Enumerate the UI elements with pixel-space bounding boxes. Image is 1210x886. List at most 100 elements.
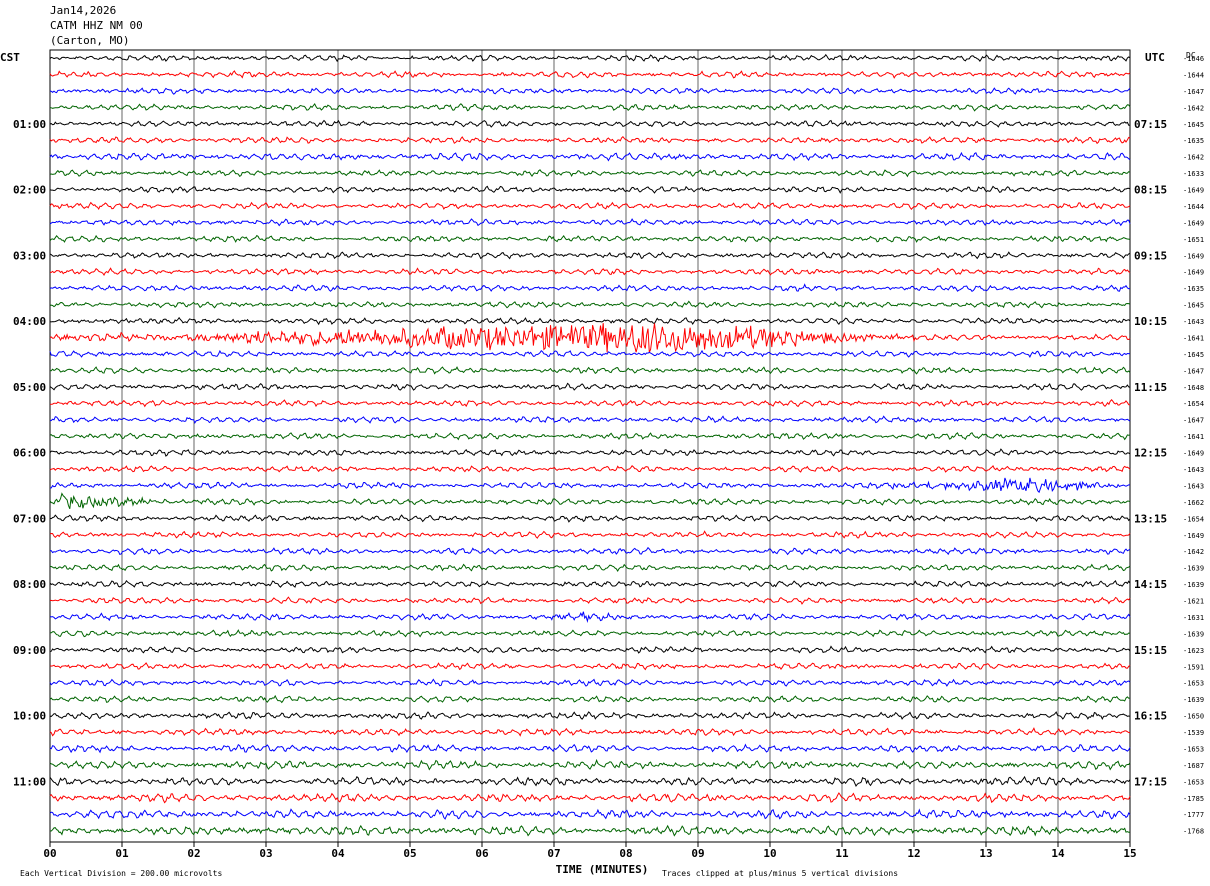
- dc-offset-label: -1785: [1183, 795, 1204, 803]
- trace-row-43: [49, 758, 1131, 771]
- left-hour-label: 05:00: [13, 381, 46, 394]
- dc-offset-label: -1646: [1183, 55, 1204, 63]
- dc-offset-label: -1635: [1183, 137, 1204, 145]
- right-hour-label: 17:15: [1134, 775, 1167, 788]
- x-tick-label: 13: [979, 847, 992, 860]
- left-timezone-label: CST: [0, 51, 20, 64]
- dc-offset-label: -1633: [1183, 170, 1204, 178]
- trace-row-26: [49, 477, 1130, 494]
- dc-offset-label: -1651: [1183, 236, 1204, 244]
- trace-row-38: [49, 678, 1131, 687]
- x-tick-label: 10: [763, 847, 776, 860]
- dc-offset-label: -1687: [1183, 762, 1204, 770]
- trace-row-7: [49, 169, 1131, 178]
- dc-offset-label: -1639: [1183, 565, 1204, 573]
- trace-row-47: [50, 824, 1131, 837]
- x-tick-label: 02: [187, 847, 200, 860]
- trace-row-39: [49, 694, 1131, 704]
- trace-row-28: [49, 514, 1131, 523]
- dc-header-label: DC: [1186, 51, 1196, 60]
- x-tick-label: 15: [1123, 847, 1136, 860]
- trace-row-12: [49, 251, 1131, 260]
- dc-offset-label: -1635: [1183, 285, 1204, 293]
- trace-row-18: [49, 349, 1131, 358]
- trace-row-13: [50, 267, 1131, 276]
- trace-row-42: [49, 743, 1131, 754]
- dc-offset-label: -1647: [1183, 367, 1204, 375]
- x-tick-label: 03: [259, 847, 272, 860]
- trace-row-11: [49, 234, 1131, 243]
- trace-row-4: [49, 119, 1130, 128]
- trace-row-21: [49, 399, 1131, 408]
- trace-row-24: [49, 448, 1131, 457]
- trace-row-17: [49, 323, 1131, 353]
- trace-row-31: [49, 563, 1131, 572]
- x-tick-label: 06: [475, 847, 489, 860]
- dc-offset-label: -1643: [1183, 318, 1204, 326]
- dc-offset-label: -1642: [1183, 104, 1204, 112]
- left-hour-label: 09:00: [13, 644, 46, 657]
- dc-offset-label: -1649: [1183, 187, 1204, 195]
- x-tick-label: 09: [691, 847, 704, 860]
- trace-row-32: [49, 579, 1131, 589]
- right-hour-label: 11:15: [1134, 381, 1167, 394]
- dc-offset-label: -1644: [1183, 203, 1204, 211]
- date-title: Jan14,2026: [50, 4, 117, 17]
- left-hour-label: 04:00: [13, 315, 46, 328]
- trace-row-25: [49, 465, 1131, 473]
- dc-offset-label: -1654: [1183, 400, 1204, 408]
- right-hour-label: 16:15: [1134, 710, 1167, 723]
- trace-row-15: [49, 300, 1131, 309]
- trace-row-23: [49, 432, 1131, 441]
- x-tick-label: 11: [835, 847, 849, 860]
- trace-row-10: [49, 218, 1131, 227]
- dc-offset-label: -1649: [1183, 269, 1204, 277]
- dc-offset-label: -1653: [1183, 778, 1204, 786]
- x-tick-label: 08: [619, 847, 632, 860]
- left-hour-label: 07:00: [13, 512, 46, 525]
- x-tick-label: 14: [1051, 847, 1065, 860]
- trace-row-29: [49, 530, 1131, 539]
- dc-offset-label: -1647: [1183, 417, 1204, 425]
- left-hour-label: 11:00: [13, 775, 46, 788]
- dc-offset-label: -1639: [1183, 696, 1204, 704]
- dc-offset-label: -1643: [1183, 466, 1204, 474]
- trace-row-40: [49, 711, 1131, 721]
- scale-note: Each Vertical Division = 200.00 microvol…: [20, 869, 222, 878]
- location-title: (Carton, MO): [50, 34, 130, 47]
- left-hour-label: 10:00: [13, 710, 46, 723]
- trace-row-2: [49, 87, 1131, 95]
- trace-row-34: [49, 611, 1131, 624]
- dc-offset-label: -1650: [1183, 713, 1204, 721]
- trace-row-27: [49, 492, 1131, 509]
- trace-row-3: [49, 102, 1131, 112]
- trace-row-16: [49, 316, 1131, 326]
- dc-offset-label: -1653: [1183, 745, 1204, 753]
- x-tick-label: 00: [43, 847, 56, 860]
- dc-offset-label: -1649: [1183, 450, 1204, 458]
- trace-row-19: [49, 366, 1131, 375]
- dc-offset-label: -1631: [1183, 614, 1204, 622]
- dc-offset-label: -1645: [1183, 121, 1204, 129]
- left-hour-label: 06:00: [13, 447, 46, 460]
- plot-frame: [49, 49, 1131, 843]
- dc-offset-label: -1642: [1183, 154, 1204, 162]
- x-tick-label: 05: [403, 847, 416, 860]
- dc-offset-label: -1644: [1183, 71, 1204, 79]
- trace-row-46: [49, 808, 1131, 820]
- dc-offset-label: -1768: [1183, 828, 1204, 836]
- dc-offset-label: -1649: [1183, 252, 1204, 260]
- dc-offset-label: -1654: [1183, 515, 1204, 523]
- left-hour-label: 01:00: [13, 118, 46, 131]
- trace-row-33: [49, 596, 1131, 605]
- trace-row-44: [49, 775, 1131, 787]
- trace-row-6: [49, 151, 1131, 162]
- right-hour-label: 13:15: [1134, 512, 1167, 525]
- left-hour-label: 03:00: [13, 249, 46, 262]
- right-hour-label: 08:15: [1134, 184, 1167, 197]
- dc-offset-label: -1639: [1183, 630, 1204, 638]
- dc-offset-label: -1649: [1183, 219, 1204, 227]
- trace-row-45: [49, 792, 1131, 804]
- trace-row-20: [49, 382, 1131, 391]
